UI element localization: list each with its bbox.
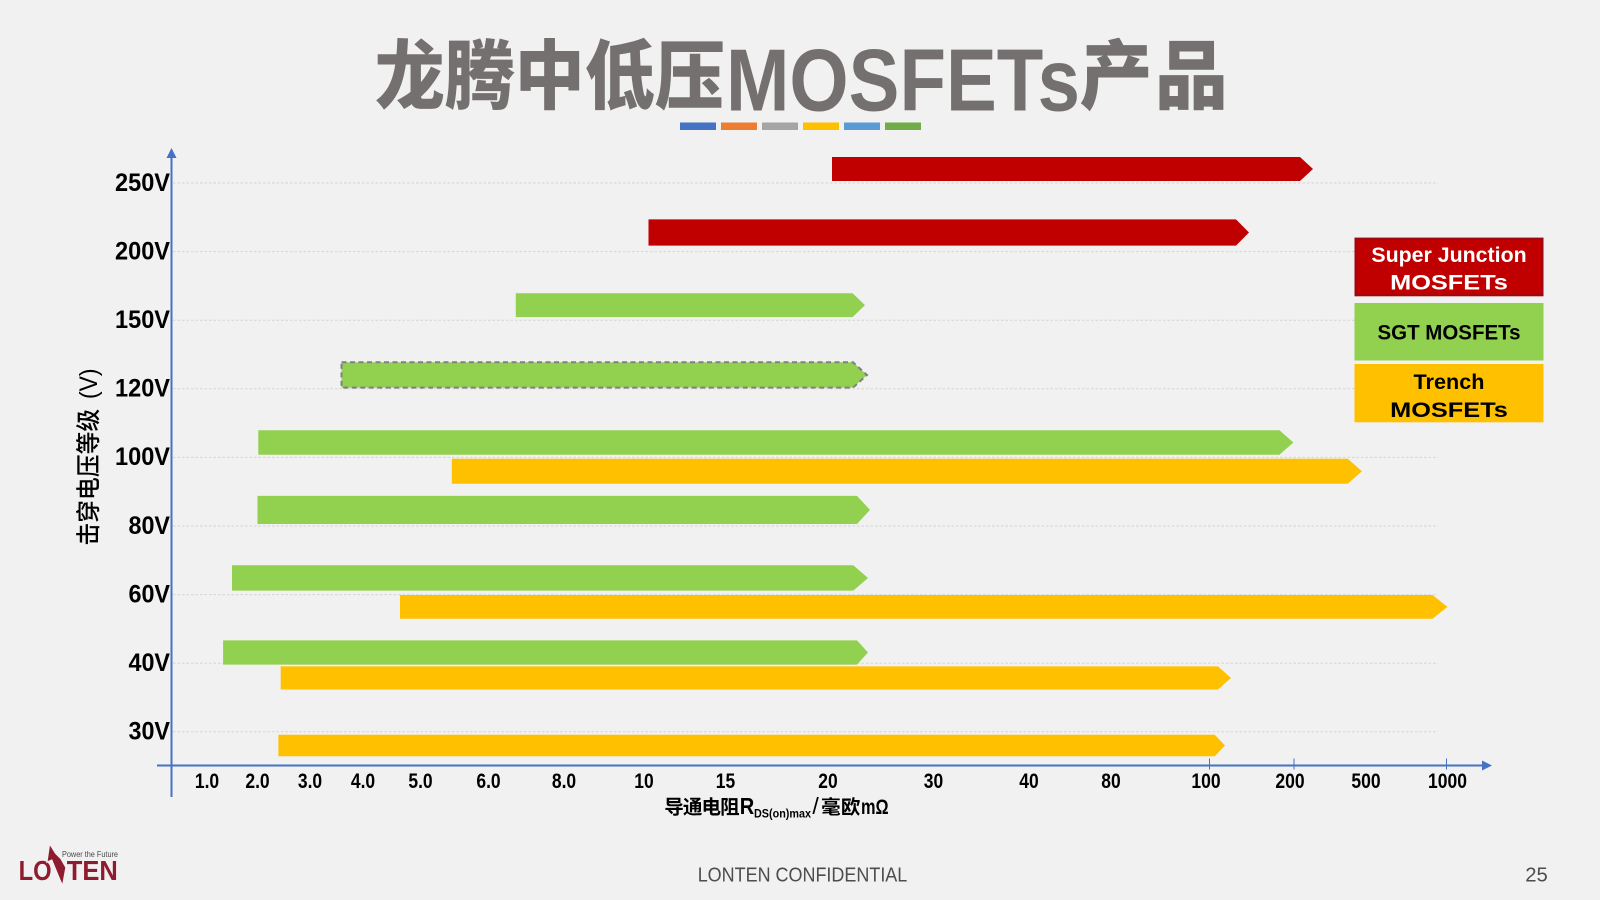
svg-text:15: 15 bbox=[716, 769, 735, 793]
svg-text:40: 40 bbox=[1019, 769, 1038, 793]
svg-text:25: 25 bbox=[1525, 865, 1548, 887]
svg-text:150V: 150V bbox=[115, 306, 170, 334]
svg-text:LO: LO bbox=[19, 855, 52, 886]
svg-text:MOSFETs: MOSFETs bbox=[1390, 271, 1508, 295]
svg-text:MOSFETs: MOSFETs bbox=[726, 30, 1080, 129]
svg-text:TEN: TEN bbox=[67, 855, 118, 886]
svg-text:10: 10 bbox=[634, 769, 653, 793]
svg-text:200V: 200V bbox=[115, 237, 170, 265]
svg-text:1.0: 1.0 bbox=[195, 769, 219, 793]
svg-text:120V: 120V bbox=[115, 375, 170, 403]
svg-text:MOSFETs: MOSFETs bbox=[1390, 398, 1508, 422]
svg-text:R: R bbox=[740, 793, 755, 819]
svg-text:40V: 40V bbox=[129, 649, 171, 677]
svg-text:100V: 100V bbox=[115, 443, 170, 471]
svg-text:500: 500 bbox=[1351, 769, 1380, 793]
svg-text:3.0: 3.0 bbox=[298, 769, 322, 793]
svg-text:LONTEN CONFIDENTIAL: LONTEN CONFIDENTIAL bbox=[698, 864, 908, 886]
svg-text:SGT MOSFETs: SGT MOSFETs bbox=[1378, 321, 1521, 345]
svg-text:(V): (V) bbox=[75, 369, 103, 400]
svg-text:8.0: 8.0 bbox=[552, 769, 576, 793]
svg-text:2.0: 2.0 bbox=[245, 769, 269, 793]
svg-text:Power the Future: Power the Future bbox=[62, 850, 118, 859]
svg-text:80V: 80V bbox=[129, 512, 171, 540]
svg-text:5.0: 5.0 bbox=[408, 769, 432, 793]
svg-text:1000: 1000 bbox=[1428, 769, 1467, 793]
svg-text:/: / bbox=[812, 793, 819, 819]
svg-text:30V: 30V bbox=[129, 718, 171, 746]
svg-text:100: 100 bbox=[1191, 769, 1220, 793]
svg-text:mΩ: mΩ bbox=[861, 796, 889, 819]
svg-text:20: 20 bbox=[818, 769, 837, 793]
svg-text:Super Junction: Super Junction bbox=[1371, 243, 1526, 267]
svg-text:200: 200 bbox=[1275, 769, 1304, 793]
svg-text:4.0: 4.0 bbox=[351, 769, 375, 793]
svg-text:80: 80 bbox=[1101, 769, 1120, 793]
svg-text:60V: 60V bbox=[129, 580, 171, 608]
svg-text:DS(on)max: DS(on)max bbox=[754, 807, 811, 821]
svg-text:30: 30 bbox=[924, 769, 943, 793]
svg-text:250V: 250V bbox=[115, 169, 170, 197]
svg-text:6.0: 6.0 bbox=[476, 769, 500, 793]
svg-text:Trench: Trench bbox=[1414, 370, 1485, 394]
